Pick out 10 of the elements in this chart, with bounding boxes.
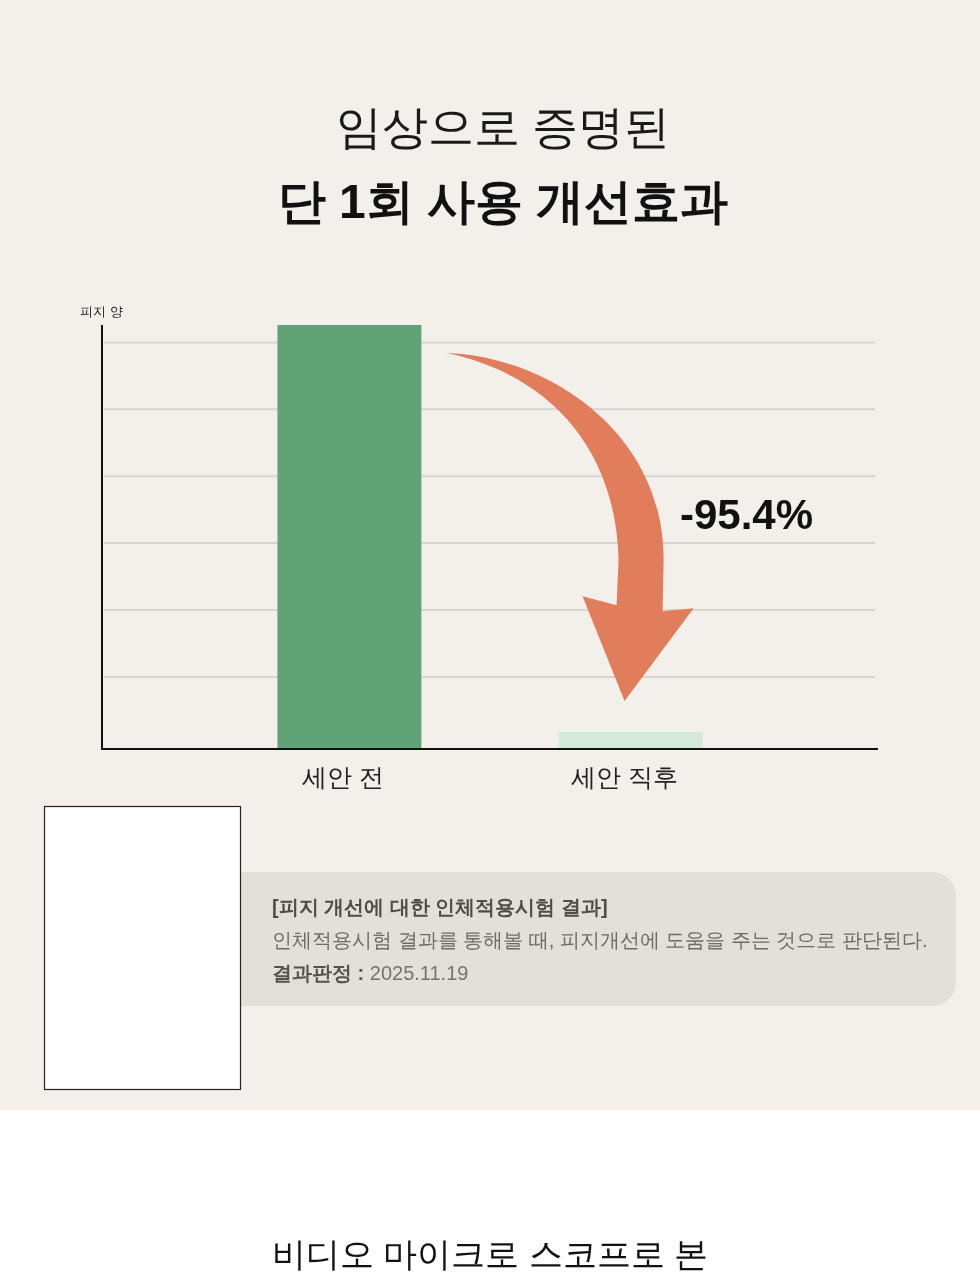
x-tick-label: 세안 직후 [571,763,679,791]
x-tick-label: 세안 전 [302,763,385,791]
annotation: 인체적용시험 결과를 통해볼 때, 피지개선에 도움을 주는 것으로 판단된다. [272,929,928,951]
annotation: -95.4% [680,491,814,538]
title: 임상으로 증명된 [335,101,671,153]
annotation: [피지 개선에 대한 인체적용시험 결과] [272,896,608,918]
annotation: 결과판정 : 2025.11.19 [272,962,469,984]
subtitle: 단 1회 사용 개선효과 [277,175,729,228]
ylabel: 피지 양 [80,304,123,319]
annotation: 비디오 마이크로 스코프로 본 [271,1235,709,1273]
